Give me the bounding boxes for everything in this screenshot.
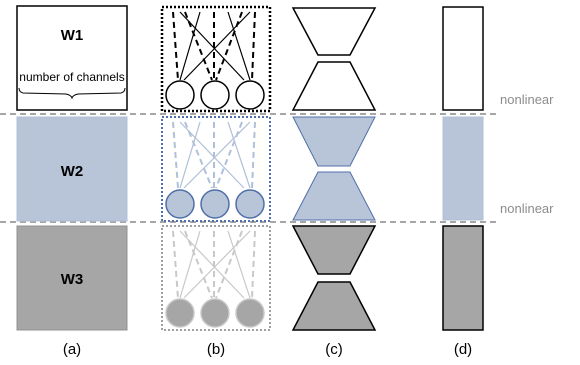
layer1-connection (251, 11, 256, 81)
weight-label-w3: W3 (61, 271, 84, 288)
weight-block-w3 (16, 225, 128, 331)
panel-a: W1 number of channels W2 W3 (16, 5, 128, 331)
layer2-connection (179, 121, 245, 189)
layer1-trapezoid-down (291, 7, 377, 56)
layer2-connection (183, 121, 251, 189)
caption-d: (d) (454, 341, 472, 358)
layer3-neuron (235, 298, 265, 328)
layer3-narrow-block (442, 225, 484, 331)
layer2-narrow-block (442, 116, 484, 221)
layer1-connection (183, 11, 251, 81)
layer1-neuron (235, 80, 265, 110)
weight-block-w1 (16, 5, 128, 111)
layer3-connection (227, 230, 251, 299)
layer2-connection (227, 121, 251, 189)
layer3-connection (251, 230, 256, 299)
panel-b (160, 5, 272, 331)
layer1-connection (227, 11, 251, 81)
caption-a: (a) (63, 341, 81, 358)
layer2-neuron (165, 189, 195, 219)
layer2-connection (179, 121, 201, 189)
channels-brace (18, 87, 126, 100)
layer2-connection (184, 121, 213, 189)
layer2-connection (215, 121, 243, 189)
layer3-connection (172, 230, 179, 299)
weight-label-w2: W2 (61, 163, 84, 180)
layer1-trapezoid-up (291, 61, 377, 111)
layer2-trapezoid-up (292, 171, 376, 221)
layer2-trapezoid-down (292, 116, 376, 167)
nonlinear-label-2: nonlinear (500, 201, 554, 216)
layer1-box (160, 5, 272, 113)
layer3-connection (184, 230, 213, 299)
layer3-trapezoid-up (291, 281, 377, 331)
layer2-neuron (235, 189, 265, 219)
channels-note: number of channels (19, 70, 124, 84)
layer3-box (161, 225, 271, 331)
layer2-connection (251, 121, 256, 189)
layer1-connection (179, 11, 245, 81)
layer1-neuron (200, 80, 230, 110)
layer3-connection (183, 230, 251, 299)
weight-label-w1: W1 (61, 27, 84, 44)
panel-c (291, 7, 377, 331)
layer3-trapezoid-down (291, 225, 377, 275)
layer1-connection (184, 11, 213, 81)
caption-c: (c) (325, 341, 343, 358)
layer3-neuron (165, 298, 195, 328)
layer1-connection (172, 11, 179, 81)
layer2-neuron (200, 189, 230, 219)
layer3-connection (179, 230, 245, 299)
layer3-connection (179, 230, 201, 299)
layer3-connection (215, 230, 243, 299)
layer3-neuron (200, 298, 230, 328)
layer1-narrow-block (442, 6, 484, 111)
layer1-neuron (165, 80, 195, 110)
nonlinear-label-1: nonlinear (500, 92, 554, 107)
layer2-box (161, 116, 271, 222)
caption-b: (b) (207, 341, 225, 358)
panel-d (442, 6, 484, 331)
layer2-connection (172, 121, 179, 189)
layer1-connection (215, 11, 243, 81)
layer1-connection (179, 11, 201, 81)
weight-block-w2 (16, 116, 128, 222)
